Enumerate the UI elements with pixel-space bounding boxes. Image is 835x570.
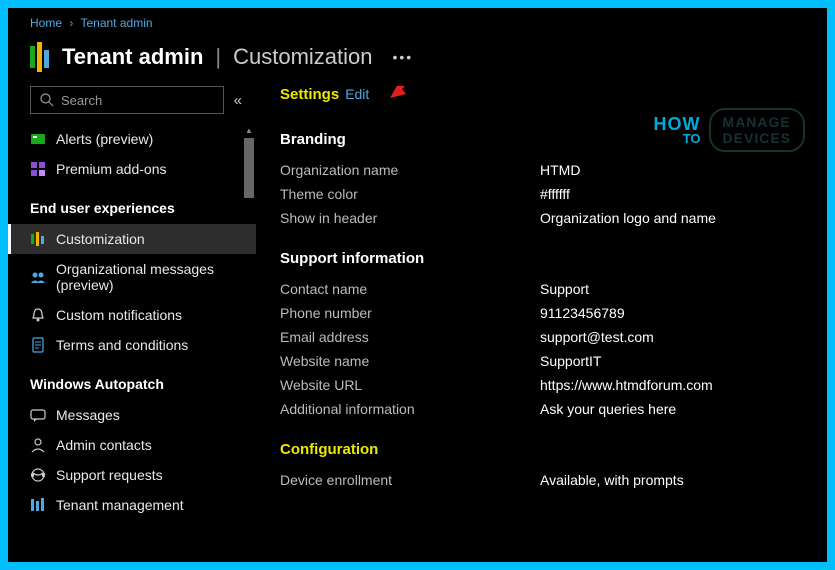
- kv-key: Phone number: [280, 305, 540, 321]
- sidebar-item-label: Tenant management: [56, 497, 184, 513]
- sidebar-item-label: Support requests: [56, 467, 163, 483]
- settings-header: Settings Edit: [280, 86, 803, 103]
- watermark-brand1: MANAGE: [723, 114, 791, 130]
- sidebar-item-customization[interactable]: Customization: [8, 224, 256, 254]
- kv-row: Show in headerOrganization logo and name: [280, 210, 803, 226]
- kv-row: Device enrollmentAvailable, with prompts: [280, 472, 803, 488]
- messages-icon: [30, 407, 46, 423]
- tenant-admin-icon: [30, 42, 52, 72]
- watermark: HOW TO MANAGE DEVICES: [654, 108, 805, 152]
- main-panel: Settings Edit Branding Organization name…: [256, 86, 827, 555]
- sidebar-item-addons[interactable]: Premium add-ons: [8, 154, 256, 184]
- section-support: Support information Contact nameSupport …: [280, 250, 803, 417]
- sidebar-item-custom-notifications[interactable]: Custom notifications: [8, 300, 256, 330]
- kv-row: Website nameSupportIT: [280, 353, 803, 369]
- page-title: Tenant admin: [62, 44, 203, 70]
- scrollbar-thumb[interactable]: [244, 138, 254, 198]
- search-icon: [39, 92, 55, 108]
- sidebar-item-label: Customization: [56, 231, 145, 247]
- sidebar-item-label: Custom notifications: [56, 307, 182, 323]
- kv-key: Device enrollment: [280, 472, 540, 488]
- sidebar-item-messages[interactable]: Messages: [8, 400, 256, 430]
- watermark-brand2: DEVICES: [723, 130, 791, 146]
- org-messages-icon: [30, 269, 46, 285]
- sidebar: « Alerts (preview) Premium add-ons End u…: [8, 86, 256, 555]
- app-window: Home › Tenant admin Tenant admin | Custo…: [8, 8, 827, 562]
- page-subtitle: Customization: [233, 44, 372, 70]
- search-input[interactable]: [61, 93, 215, 108]
- breadcrumb-current[interactable]: Tenant admin: [80, 16, 152, 30]
- support-icon: [30, 467, 46, 483]
- nav-section-end-user: End user experiences: [8, 184, 256, 224]
- sidebar-item-alerts[interactable]: Alerts (preview): [8, 124, 256, 154]
- sidebar-item-label: Alerts (preview): [56, 131, 153, 147]
- section-title-support: Support information: [280, 250, 803, 267]
- sidebar-item-label: Terms and conditions: [56, 337, 188, 353]
- kv-val: SupportIT: [540, 353, 601, 369]
- kv-val: Support: [540, 281, 589, 297]
- watermark-box: MANAGE DEVICES: [709, 108, 805, 152]
- collapse-sidebar-icon[interactable]: «: [234, 92, 242, 109]
- search-box[interactable]: [30, 86, 224, 114]
- search-wrap: «: [30, 86, 256, 114]
- sidebar-item-terms[interactable]: Terms and conditions: [8, 330, 256, 360]
- kv-val: #ffffff: [540, 186, 570, 202]
- addons-icon: [30, 161, 46, 177]
- scrollbar-up-icon[interactable]: ▲: [244, 126, 254, 136]
- sidebar-item-label: Organizational messages (preview): [56, 261, 246, 293]
- content-row: « Alerts (preview) Premium add-ons End u…: [8, 86, 827, 555]
- kv-row: Theme color#ffffff: [280, 186, 803, 202]
- sidebar-item-label: Messages: [56, 407, 120, 423]
- kv-val: Organization logo and name: [540, 210, 716, 226]
- arrow-annotation-icon: [388, 86, 438, 100]
- settings-title: Settings: [280, 86, 339, 103]
- sidebar-item-label: Admin contacts: [56, 437, 152, 453]
- alerts-icon: [30, 131, 46, 147]
- kv-row: Organization nameHTMD: [280, 162, 803, 178]
- kv-key: Organization name: [280, 162, 540, 178]
- kv-val: HTMD: [540, 162, 580, 178]
- kv-val: Available, with prompts: [540, 472, 684, 488]
- sidebar-item-admin-contacts[interactable]: Admin contacts: [8, 430, 256, 460]
- customization-icon: [30, 231, 46, 247]
- nav-section-autopatch: Windows Autopatch: [8, 360, 256, 400]
- watermark-howto: HOW TO: [654, 114, 701, 146]
- breadcrumb-home[interactable]: Home: [30, 16, 62, 30]
- bell-icon: [30, 307, 46, 323]
- more-menu-icon[interactable]: •••: [393, 49, 414, 65]
- sidebar-scrollbar[interactable]: ▲: [244, 126, 254, 555]
- kv-row: Contact nameSupport: [280, 281, 803, 297]
- page-header: Tenant admin | Customization •••: [8, 38, 827, 86]
- kv-row: Additional informationAsk your queries h…: [280, 401, 803, 417]
- terms-icon: [30, 337, 46, 353]
- kv-key: Theme color: [280, 186, 540, 202]
- section-configuration: Configuration Device enrollmentAvailable…: [280, 441, 803, 488]
- kv-row: Email addresssupport@test.com: [280, 329, 803, 345]
- kv-row: Website URLhttps://www.htmdforum.com: [280, 377, 803, 393]
- breadcrumb-separator: ›: [69, 16, 73, 30]
- kv-val: Ask your queries here: [540, 401, 676, 417]
- title-divider: |: [215, 44, 221, 70]
- kv-key: Website name: [280, 353, 540, 369]
- kv-row: Phone number91123456789: [280, 305, 803, 321]
- sidebar-item-org-messages[interactable]: Organizational messages (preview): [8, 254, 256, 300]
- sidebar-item-label: Premium add-ons: [56, 161, 167, 177]
- kv-key: Email address: [280, 329, 540, 345]
- breadcrumb: Home › Tenant admin: [8, 8, 827, 38]
- nav-list: Alerts (preview) Premium add-ons End use…: [8, 124, 256, 544]
- section-title-configuration: Configuration: [280, 441, 803, 458]
- kv-key: Additional information: [280, 401, 540, 417]
- kv-key: Contact name: [280, 281, 540, 297]
- kv-key: Website URL: [280, 377, 540, 393]
- sidebar-item-support-requests[interactable]: Support requests: [8, 460, 256, 490]
- tenant-icon: [30, 497, 46, 513]
- kv-val: support@test.com: [540, 329, 654, 345]
- kv-key: Show in header: [280, 210, 540, 226]
- kv-val: https://www.htmdforum.com: [540, 377, 713, 393]
- contacts-icon: [30, 437, 46, 453]
- sidebar-item-tenant-management[interactable]: Tenant management: [8, 490, 256, 520]
- kv-val: 91123456789: [540, 305, 625, 321]
- edit-link[interactable]: Edit: [345, 86, 369, 102]
